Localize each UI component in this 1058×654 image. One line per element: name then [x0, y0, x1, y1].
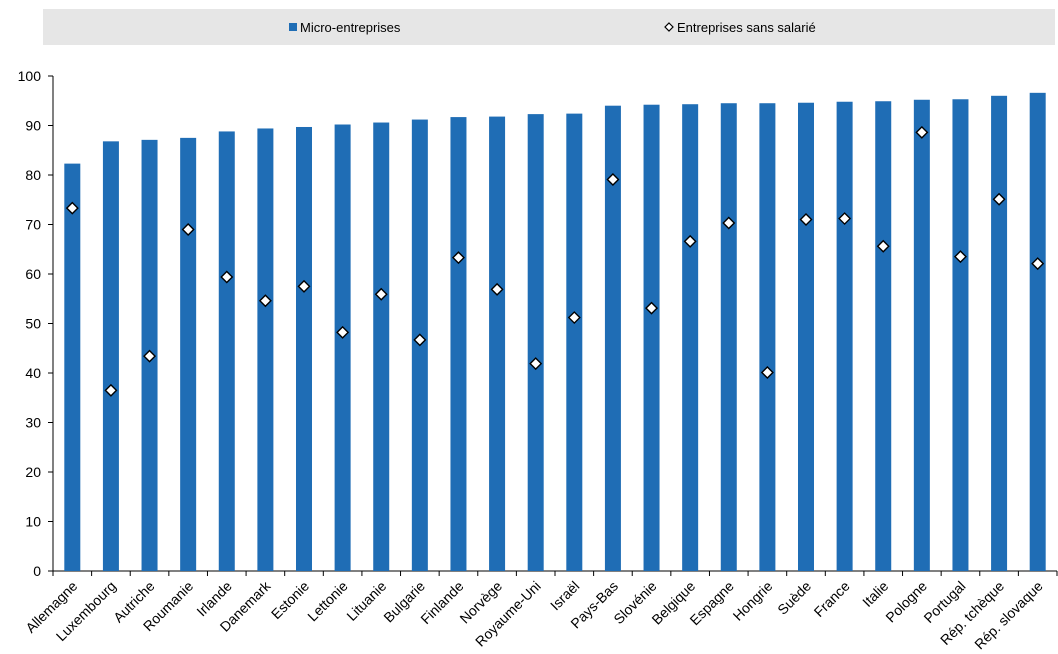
diamond-marker	[220, 270, 234, 284]
diamond-marker	[992, 192, 1006, 206]
diamond-marker	[722, 216, 736, 230]
bar	[643, 104, 660, 572]
y-tick-label: 20	[25, 464, 41, 480]
y-tick-label: 50	[25, 316, 41, 332]
y-tick-label: 30	[25, 415, 41, 431]
diamond-marker	[915, 125, 929, 139]
bar	[759, 103, 776, 571]
bar	[991, 95, 1008, 572]
legend-item-sans-salarie: Entreprises sans salarié	[664, 9, 816, 45]
diamond-marker	[876, 239, 890, 253]
bar	[913, 99, 930, 571]
bar	[334, 124, 351, 571]
bar	[875, 101, 892, 572]
diamond-marker	[760, 366, 774, 379]
y-tick-label: 100	[18, 68, 42, 84]
legend-square-icon	[289, 23, 297, 31]
diamond-marker	[181, 222, 195, 236]
bar	[952, 99, 969, 571]
bar	[180, 137, 197, 571]
diamond-marker	[258, 294, 272, 308]
x-tick-label: France	[811, 578, 853, 620]
bar	[450, 117, 467, 572]
bar	[566, 113, 583, 572]
diamond-marker	[143, 349, 157, 363]
diamond-marker	[65, 201, 79, 215]
bar	[102, 141, 119, 571]
diamond-marker	[297, 279, 311, 293]
diamond-marker	[606, 172, 620, 186]
y-tick-label: 60	[25, 266, 41, 282]
diamond-marker	[567, 311, 581, 325]
diamond-marker	[683, 234, 697, 248]
legend: Micro-entreprises Entreprises sans salar…	[43, 9, 1055, 45]
y-tick-label: 40	[25, 365, 41, 381]
bar	[1029, 92, 1046, 571]
bar	[682, 104, 699, 571]
bar	[296, 126, 312, 572]
diamond-marker	[490, 282, 504, 296]
bar	[527, 114, 544, 572]
y-tick-label: 80	[25, 167, 41, 183]
bar	[257, 128, 274, 571]
diamond-marker	[529, 357, 543, 371]
bar	[489, 116, 506, 571]
diamond-marker	[953, 250, 967, 264]
x-tick-label: Italie	[859, 578, 891, 610]
bar	[373, 122, 390, 571]
bar	[604, 105, 621, 571]
bar	[720, 103, 737, 571]
bar	[798, 102, 814, 571]
legend-diamond-icon	[664, 22, 674, 32]
diamond-marker	[799, 213, 813, 227]
legend-item-micro: Micro-entreprises	[289, 9, 400, 45]
diamond-marker	[413, 333, 427, 347]
y-tick-label: 70	[25, 217, 41, 233]
diamond-marker	[645, 301, 659, 315]
legend-label-sans-salarie: Entreprises sans salarié	[677, 19, 816, 35]
bar	[218, 131, 235, 571]
x-tick-label: Suède	[774, 578, 814, 618]
bar	[64, 163, 81, 572]
x-tick-label: Rép. slovaque	[971, 578, 1046, 653]
diamond-marker	[1031, 257, 1045, 271]
diamond-marker	[374, 287, 388, 301]
x-tick-label: Finlande	[417, 578, 466, 627]
diamond-marker	[451, 251, 465, 265]
diamond-marker	[104, 383, 118, 397]
x-tick-label: Lettonie	[304, 578, 351, 625]
y-tick-label: 90	[25, 118, 41, 134]
diamond-marker	[336, 325, 350, 339]
diamond-marker	[838, 212, 852, 226]
bar	[836, 101, 853, 572]
y-tick-label: 10	[25, 514, 41, 530]
x-tick-label: Israël	[547, 578, 583, 614]
x-tick-label: Hongrie	[730, 578, 776, 624]
y-tick-label: 0	[33, 563, 41, 579]
legend-label-micro: Micro-entreprises	[300, 19, 401, 35]
